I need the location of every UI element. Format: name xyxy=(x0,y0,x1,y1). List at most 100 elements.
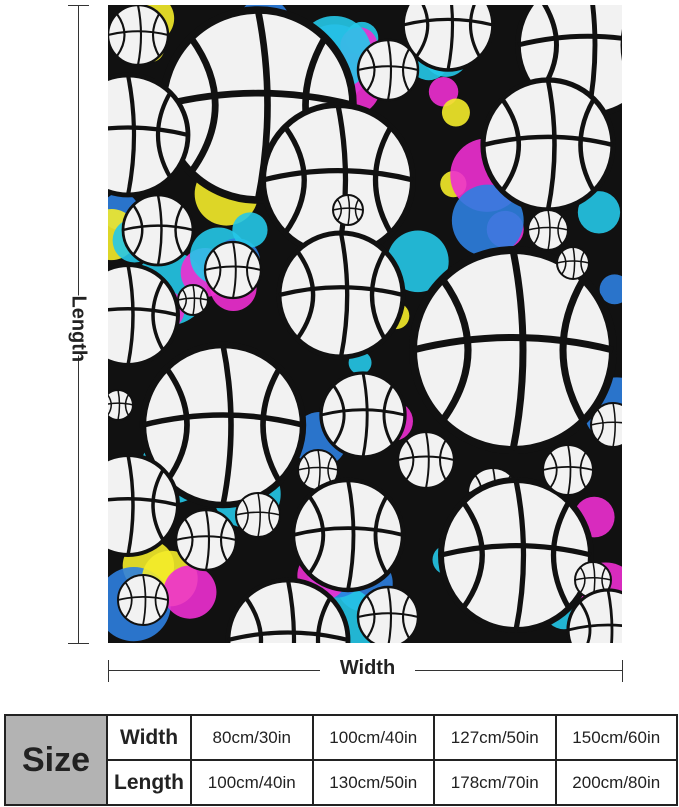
paint-splash xyxy=(163,565,217,619)
size-table: Size Width 80cm/30in 100cm/40in 127cm/50… xyxy=(4,714,678,806)
size-header: Size xyxy=(4,714,108,806)
basketball-seam xyxy=(405,439,415,481)
basketball-seam xyxy=(188,36,219,174)
basketball-seam xyxy=(174,204,184,256)
basketball-seam xyxy=(559,278,587,422)
basketball-seam xyxy=(347,194,351,226)
basketball-seam xyxy=(527,226,569,231)
basketball-seam xyxy=(561,251,567,275)
basketball-seam xyxy=(232,241,237,299)
basketball-seam xyxy=(177,297,209,301)
basketball-seam xyxy=(108,402,134,406)
basketball-seam xyxy=(108,497,179,507)
basketball-seam xyxy=(241,499,249,531)
basketball-seam xyxy=(500,98,521,192)
basketball-seam xyxy=(596,409,604,441)
basketball-seam xyxy=(425,431,430,489)
basketball-seam xyxy=(212,249,222,291)
basketball-seam xyxy=(332,207,364,211)
basketball-seam xyxy=(181,289,187,311)
table-cell: 130cm/50in xyxy=(311,759,435,806)
basketball-seam xyxy=(175,535,237,542)
basketball-seam xyxy=(283,125,307,235)
basketball-seam xyxy=(315,596,332,643)
basketball-seam xyxy=(517,33,622,48)
basketball-seam xyxy=(116,13,126,57)
paint-splash xyxy=(599,274,622,305)
basketball-seam xyxy=(142,574,147,626)
basketball-seam xyxy=(164,367,190,483)
basketball-seam xyxy=(386,39,393,101)
width-cap-left xyxy=(108,660,109,682)
basketball-seam xyxy=(219,518,228,562)
basketball-seam xyxy=(154,582,162,618)
basketball-seam xyxy=(336,199,342,221)
basketball-seam xyxy=(590,421,622,426)
basketball-seam xyxy=(542,466,594,471)
basketball-seam xyxy=(151,469,165,541)
basketball-seam xyxy=(580,251,585,275)
paint-splash xyxy=(441,98,470,127)
basketball-seam xyxy=(547,209,551,251)
paint-splash xyxy=(428,77,459,107)
basketball-seam xyxy=(446,5,455,71)
basketball-seam xyxy=(509,249,527,451)
basketball-seam xyxy=(295,250,316,340)
basketball-seam xyxy=(246,249,254,291)
length-cap-bottom xyxy=(68,643,89,644)
basketball-seam xyxy=(108,394,112,416)
basketball-seam xyxy=(366,595,376,639)
basketball-seam xyxy=(382,384,394,446)
basketball-seam xyxy=(126,454,135,556)
basketball-seam xyxy=(156,194,163,266)
basketball-seam xyxy=(132,204,144,256)
basketball-seam xyxy=(354,199,360,221)
basketball-seam xyxy=(260,367,282,483)
basketball-seam xyxy=(401,595,410,639)
basketball-seam xyxy=(268,499,275,531)
basketball-seam xyxy=(199,289,205,311)
basketball-seam xyxy=(574,577,612,581)
basketball-seam xyxy=(469,5,481,58)
basketball-seam xyxy=(357,612,419,619)
basketball-seam xyxy=(155,91,172,179)
basketball-seam xyxy=(397,455,455,461)
basketball-seam xyxy=(412,334,614,354)
paint-splash xyxy=(232,212,268,248)
basketball-seam xyxy=(556,260,590,264)
basketball-seam xyxy=(192,284,196,316)
basketball-seam xyxy=(578,601,592,643)
row-label: Width xyxy=(106,714,192,761)
basketball-seam xyxy=(117,389,121,421)
basketball-seam xyxy=(461,500,485,610)
basketball-seam xyxy=(204,265,262,271)
basketball-seam xyxy=(578,98,596,192)
basketball-seam xyxy=(402,17,494,27)
table-cell: 200cm/80in xyxy=(554,759,678,806)
basketball-seam xyxy=(386,586,393,643)
basketball-seam xyxy=(612,402,616,448)
basketball-seam xyxy=(346,479,356,591)
basketball-seam xyxy=(117,596,169,601)
width-cap-right xyxy=(622,660,623,682)
basketball-seam xyxy=(439,439,447,481)
table-cell: 100cm/40in xyxy=(190,759,314,806)
basketball-seam xyxy=(244,596,264,643)
width-label: Width xyxy=(320,657,415,680)
length-cap-top xyxy=(68,5,89,6)
basketball-seam xyxy=(204,509,211,571)
basketball-seam xyxy=(297,466,339,471)
basketball-seam xyxy=(320,408,406,417)
basketball-seam xyxy=(415,5,430,58)
basketball-seam xyxy=(303,455,310,485)
basketball-seam xyxy=(262,168,414,183)
basketball-seam xyxy=(125,74,137,196)
basketball-seam xyxy=(401,48,410,92)
basketball-seam xyxy=(151,13,160,57)
basketball-seam xyxy=(220,344,234,506)
basketball-seam xyxy=(285,579,297,643)
table-cell: 150cm/60in xyxy=(554,714,678,761)
basketball-seam xyxy=(151,279,165,351)
basketball-seam xyxy=(124,394,130,416)
basketball-seam xyxy=(369,250,387,340)
